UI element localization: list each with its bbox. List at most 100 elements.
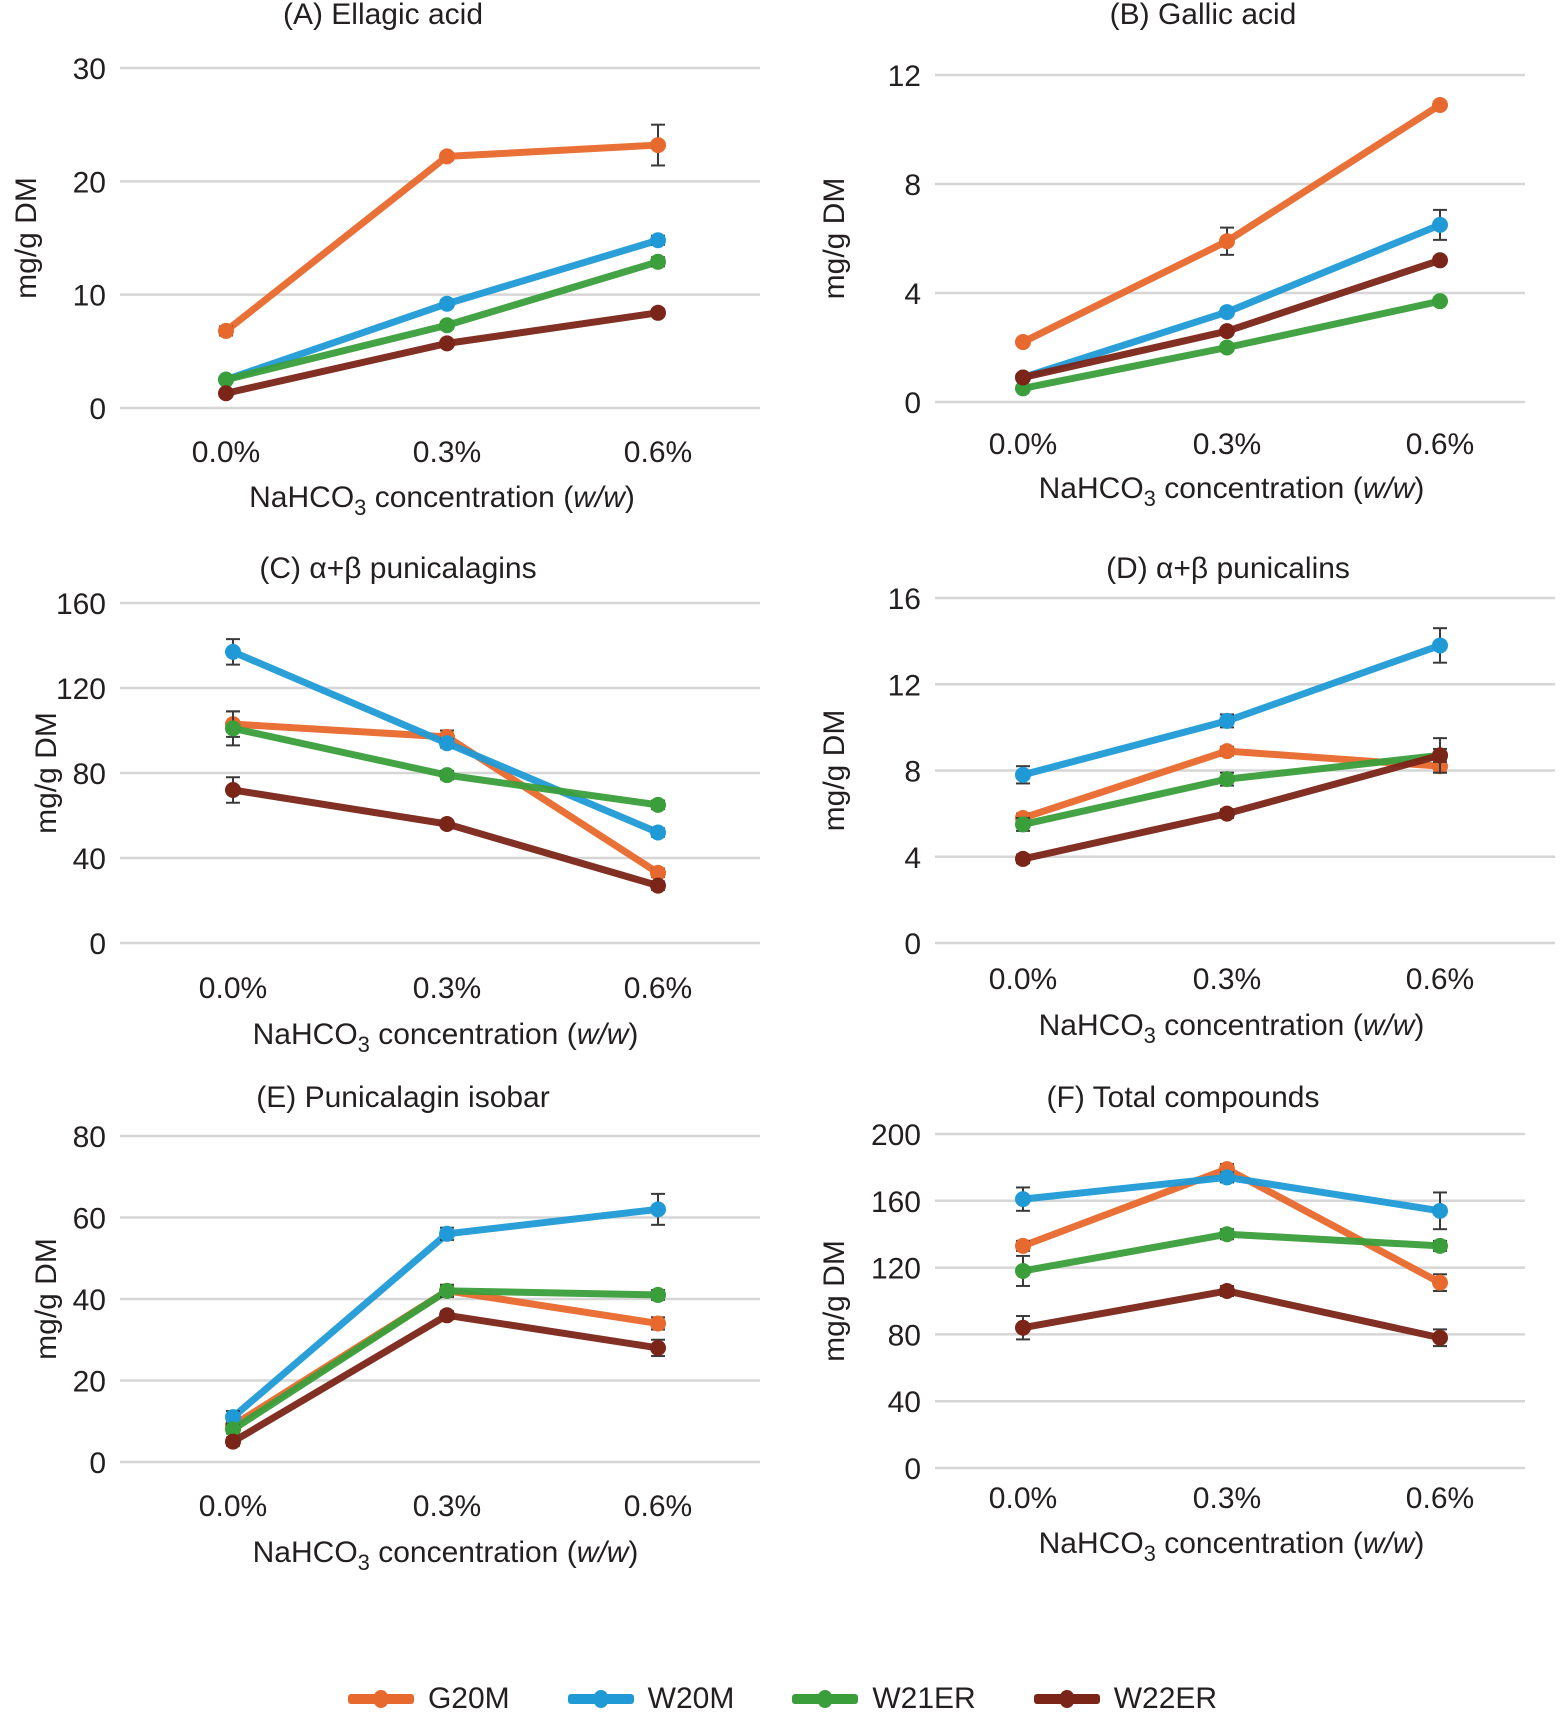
panel-e-xtick-label: 0.3% bbox=[413, 1490, 481, 1523]
panel-a-series-w20m-point bbox=[439, 295, 455, 312]
panel-f-series-w21er bbox=[1015, 1226, 1448, 1287]
panel-a-xlabel: NaHCO3 concentration (w/w) bbox=[249, 481, 635, 520]
xlabel-italic: w/w bbox=[573, 481, 627, 514]
panel-d-ylabel: mg/g DM bbox=[818, 710, 851, 832]
panel-c-series-w20m-point bbox=[650, 824, 666, 841]
legend-swatch-w20m bbox=[567, 1689, 634, 1708]
panel-c-series-w21er bbox=[225, 710, 666, 813]
panel-d-series-w22er bbox=[1015, 737, 1448, 867]
panel-a-series-w21er-point bbox=[650, 253, 666, 270]
panel-b-series-w22er-line bbox=[1019, 256, 1444, 381]
xlabel-subscript: 3 bbox=[358, 1550, 370, 1575]
xlabel-italic: w/w bbox=[1363, 1009, 1417, 1042]
xlabel-part: NaHCO bbox=[1039, 1009, 1144, 1042]
panel-a-ylabel: mg/g DM bbox=[10, 177, 43, 299]
panel-d-ytick-label: 0 bbox=[904, 928, 921, 961]
panel-b-series-g20m-point bbox=[1219, 233, 1235, 250]
xlabel-italic: w/w bbox=[1363, 472, 1417, 505]
panel-d-ytick-label: 4 bbox=[904, 842, 921, 875]
xlabel-subscript: 3 bbox=[354, 495, 366, 520]
panel-e-ytick-label: 40 bbox=[73, 1284, 106, 1317]
panel-b-series-w20m bbox=[1015, 208, 1448, 386]
panel-b-xtick-label: 0.3% bbox=[1193, 428, 1261, 461]
panel-b-xtick-label: 0.0% bbox=[989, 428, 1057, 461]
panel-a-series-w20m-point bbox=[650, 232, 666, 249]
panel-a-xtick-label: 0.6% bbox=[624, 436, 692, 469]
panel-d-xtick-label: 0.0% bbox=[989, 963, 1057, 996]
panel-e-xtick-label: 0.0% bbox=[199, 1490, 267, 1523]
legend: G20M W20M W21ER W22ER bbox=[0, 1680, 1565, 1717]
panel-e-series-w20m-point bbox=[650, 1201, 666, 1218]
panel-b-series-w22er-point bbox=[1015, 369, 1031, 386]
panel-f-series-w21er-point bbox=[1432, 1237, 1448, 1254]
panel-e-xtick-label: 0.6% bbox=[624, 1490, 692, 1523]
xlabel-italic: w/w bbox=[1363, 1527, 1417, 1560]
xlabel-part: ) bbox=[1414, 1527, 1424, 1560]
xlabel-part: ) bbox=[628, 1536, 638, 1569]
panel-f-ytick-label: 0 bbox=[904, 1453, 921, 1486]
panel-e-series-w21er-point bbox=[439, 1282, 455, 1299]
panel-f-series-w22er bbox=[1015, 1282, 1448, 1348]
panel-b-xtick-label: 0.6% bbox=[1406, 428, 1474, 461]
panel-d-series-w21er-point bbox=[1219, 771, 1235, 788]
panel-c-ytick-label: 80 bbox=[73, 758, 106, 791]
panel-c-series-w22er-point bbox=[650, 877, 666, 894]
panel-b-ylabel: mg/g DM bbox=[818, 178, 851, 300]
panel-e-series-w20m-point bbox=[439, 1225, 455, 1242]
panel-f-series-w22er-point bbox=[1432, 1329, 1448, 1346]
panel-b-series-w20m-point bbox=[1219, 304, 1235, 321]
panel-b-title: (B) Gallic acid bbox=[1110, 0, 1297, 31]
panel-b-series-g20m bbox=[1015, 96, 1448, 351]
panel-f: (F) Total compounds 0 40 80 120 160 200 mg/g DM… bbox=[818, 1081, 1525, 1566]
panel-c-title: (C) α+β punicalagins bbox=[259, 552, 536, 585]
xlabel-subscript: 3 bbox=[1144, 486, 1156, 511]
panel-a: (A) Ellagic acid 0 10 20 30 mg/g DM 0.0% 0.3% 0.… bbox=[10, 0, 760, 520]
panel-f-ytick-label: 40 bbox=[888, 1386, 921, 1419]
panel-b-series-w22er-point bbox=[1432, 252, 1448, 269]
panel-b-ytick-label: 12 bbox=[888, 60, 921, 93]
panel-f-series-w20m-point bbox=[1015, 1191, 1031, 1208]
panel-f-xtick-label: 0.3% bbox=[1193, 1482, 1261, 1515]
panel-d-series-w20m-point bbox=[1015, 766, 1031, 783]
panel-d-series-w21er-point bbox=[1015, 816, 1031, 833]
panel-f-ytick-label: 160 bbox=[871, 1186, 921, 1219]
panel-f-ytick-label: 80 bbox=[888, 1319, 921, 1352]
panel-d-xtick-label: 0.6% bbox=[1406, 963, 1474, 996]
panel-b-series-g20m-point bbox=[1015, 334, 1031, 351]
panel-a-series-w22er-point bbox=[218, 385, 234, 402]
panel-c-series-w20m bbox=[225, 638, 666, 841]
xlabel-part: concentration ( bbox=[366, 481, 573, 514]
legend-swatch-g20m bbox=[347, 1689, 414, 1708]
panel-d-series-w22er-point bbox=[1219, 805, 1235, 822]
panel-a-xtick-label: 0.0% bbox=[192, 436, 260, 469]
panel-e-series-w21er-point bbox=[650, 1286, 666, 1303]
panel-b-ytick-label: 8 bbox=[904, 169, 921, 202]
xlabel-subscript: 3 bbox=[1144, 1023, 1156, 1048]
legend-label-w22er: W22ER bbox=[1113, 1681, 1218, 1715]
panel-a-title: (A) Ellagic acid bbox=[283, 0, 483, 31]
panel-f-xtick-label: 0.6% bbox=[1406, 1482, 1474, 1515]
panel-b-series-w21er-point bbox=[1219, 339, 1235, 356]
panel-c-ytick-label: 120 bbox=[56, 673, 106, 706]
panel-c-series-w20m-point bbox=[225, 643, 241, 660]
panel-f-series-w20m bbox=[1015, 1169, 1448, 1231]
xlabel-part: NaHCO bbox=[253, 1018, 358, 1051]
panel-c-series-w21er-point bbox=[439, 767, 455, 784]
panel-d-series-w20m-point bbox=[1219, 712, 1235, 729]
panel-e-xlabel: NaHCO3 concentration (w/w) bbox=[253, 1536, 639, 1575]
panel-a-series-w22er bbox=[218, 304, 666, 402]
xlabel-part: ) bbox=[1414, 1009, 1424, 1042]
panel-f-ytick-label: 120 bbox=[871, 1253, 921, 1286]
panel-c-series-w22er bbox=[225, 776, 666, 894]
xlabel-italic: w/w bbox=[577, 1018, 631, 1051]
panel-f-ytick-label: 200 bbox=[871, 1119, 921, 1152]
panel-b-series-w21er-point bbox=[1432, 293, 1448, 310]
legend-marker-w21er bbox=[818, 1689, 833, 1708]
panel-a-series-g20m bbox=[218, 123, 666, 339]
panel-a-series-w22er-point bbox=[439, 335, 455, 352]
panel-c-xtick-label: 0.0% bbox=[199, 972, 267, 1005]
panel-b-ytick-label: 4 bbox=[904, 278, 921, 311]
panel-f-series-w22er-line bbox=[1019, 1287, 1444, 1342]
panel-f-series-w20m-point bbox=[1432, 1202, 1448, 1219]
panel-e-ytick-label: 20 bbox=[73, 1366, 106, 1399]
